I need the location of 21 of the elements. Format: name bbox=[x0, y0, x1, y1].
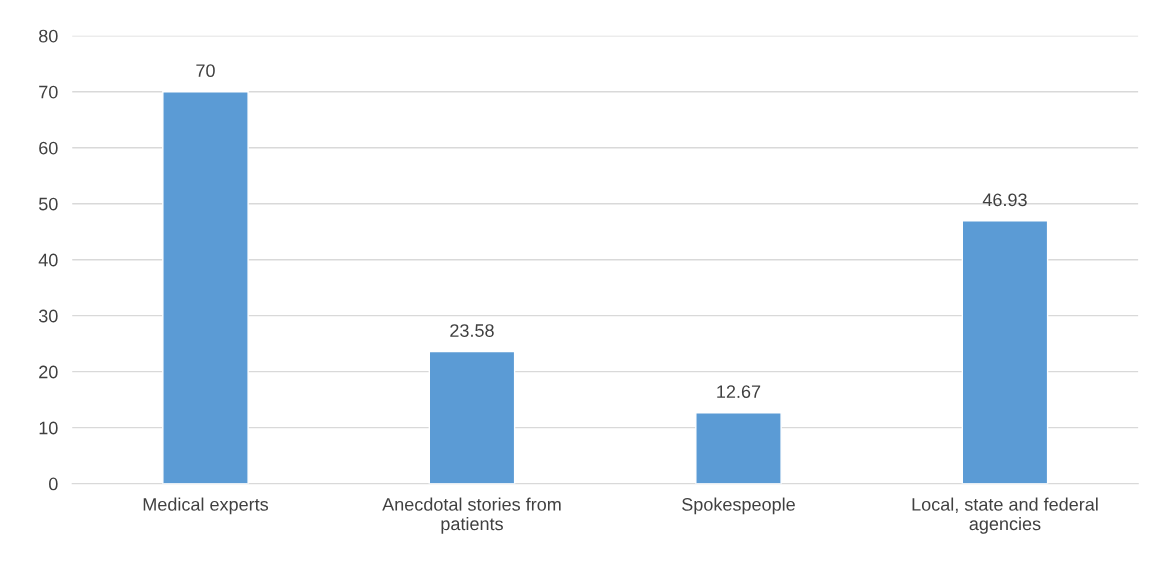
y-tick-label: 70 bbox=[39, 85, 58, 99]
bar bbox=[695, 412, 782, 484]
data-label: 46.93 bbox=[982, 193, 1027, 207]
data-label: 23.58 bbox=[450, 324, 494, 337]
y-tick-label: 30 bbox=[38, 309, 58, 323]
x-tick-label: Local, state and federal agencies bbox=[912, 497, 1098, 534]
y-tick-label: 20 bbox=[39, 365, 58, 379]
x-tick-label: Medical experts bbox=[143, 497, 269, 515]
x-tick-label: Anecdotal stories from patients bbox=[382, 497, 561, 534]
y-tick-label: 0 bbox=[49, 477, 58, 491]
x-tick-label: Spokespeople bbox=[682, 497, 795, 515]
bar bbox=[162, 91, 249, 484]
y-tick-label: 60 bbox=[39, 141, 58, 155]
data-label: 12.67 bbox=[717, 385, 761, 399]
y-tick-label: 40 bbox=[38, 253, 58, 267]
y-tick-label: 10 bbox=[39, 421, 58, 435]
bar bbox=[428, 350, 516, 484]
y-tick-label: 80 bbox=[39, 29, 58, 43]
data-label: 70 bbox=[196, 64, 215, 78]
y-tick-label: 50 bbox=[38, 197, 58, 211]
bar bbox=[961, 220, 1049, 484]
